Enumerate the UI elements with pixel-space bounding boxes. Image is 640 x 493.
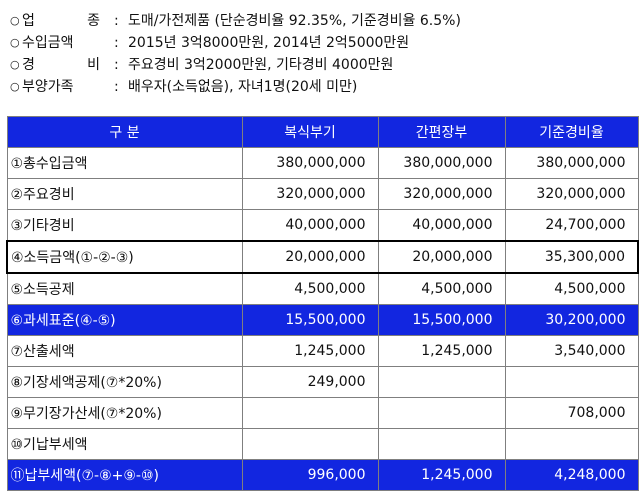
info-label: 업 종	[22, 13, 100, 29]
header-category: 구 분	[6, 116, 243, 148]
info-separator: :	[114, 13, 119, 29]
bullet-icon: ○	[10, 80, 20, 93]
row-label: ⑦산출세액	[6, 335, 243, 367]
row-label: ①총수입금액	[6, 147, 243, 179]
cell-double-entry: 20,000,000	[241, 240, 379, 274]
cell-standard-rate: 4,500,000	[504, 272, 639, 305]
cell-simple-book: 4,500,000	[377, 272, 506, 305]
cell-double-entry: 320,000,000	[241, 178, 379, 210]
cell-standard-rate	[504, 366, 639, 398]
table-row-tax-base: ⑥과세표준(④-⑤) 15,500,000 15,500,000 30,200,…	[6, 304, 639, 336]
bullet-icon: ○	[10, 14, 20, 27]
table-row: ⑨무기장가산세(⑦*20%) 708,000	[6, 397, 639, 429]
cell-simple-book: 380,000,000	[377, 147, 506, 179]
cell-double-entry	[241, 428, 379, 460]
cell-standard-rate	[504, 428, 639, 460]
row-label: ④소득금액(①-②-③)	[6, 240, 243, 274]
info-line-revenue: ○ 수입금액 : 2015년 3억8000만원, 2014년 2억5000만원	[10, 32, 630, 54]
cell-simple-book: 1,245,000	[377, 335, 506, 367]
table-row: ②주요경비 320,000,000 320,000,000 320,000,00…	[6, 178, 639, 210]
bullet-icon: ○	[10, 58, 20, 71]
row-label: ③기타경비	[6, 209, 243, 242]
cell-simple-book: 20,000,000	[377, 240, 506, 274]
cell-standard-rate: 380,000,000	[504, 147, 639, 179]
table-row: ⑦산출세액 1,245,000 1,245,000 3,540,000	[6, 335, 639, 367]
info-line-dependents: ○ 부양가족 : 배우자(소득없음), 자녀1명(20세 미만)	[10, 76, 630, 98]
table-header-row: 구 분 복식부기 간편장부 기준경비율	[6, 116, 639, 148]
table-row: ③기타경비 40,000,000 40,000,000 24,700,000	[6, 209, 639, 242]
table-row: ①총수입금액 380,000,000 380,000,000 380,000,0…	[6, 147, 639, 179]
info-value: 도매/가전제품 (단순경비율 92.35%, 기준경비율 6.5%)	[128, 13, 461, 29]
cell-standard-rate: 320,000,000	[504, 178, 639, 210]
info-separator: :	[114, 35, 119, 51]
cell-simple-book: 40,000,000	[377, 209, 506, 242]
row-label: ⑨무기장가산세(⑦*20%)	[6, 397, 243, 429]
cell-double-entry: 15,500,000	[241, 304, 379, 336]
info-value: 배우자(소득없음), 자녀1명(20세 미만)	[128, 79, 358, 95]
cell-simple-book	[377, 397, 506, 429]
row-label: ⑩기납부세액	[6, 428, 243, 460]
row-label: ⑤소득공제	[6, 272, 243, 305]
cell-double-entry: 40,000,000	[241, 209, 379, 242]
cell-simple-book: 320,000,000	[377, 178, 506, 210]
table-row: ⑩기납부세액	[6, 428, 639, 460]
header-standard-rate: 기준경비율	[504, 116, 639, 148]
info-separator: :	[114, 57, 119, 73]
info-label: 경 비	[22, 57, 100, 73]
row-label: ⑥과세표준(④-⑤)	[6, 304, 243, 336]
info-line-business-type: ○ 업 종 : 도매/가전제품 (단순경비율 92.35%, 기준경비율 6.5…	[10, 10, 630, 32]
info-value: 2015년 3억8000만원, 2014년 2억5000만원	[128, 35, 410, 51]
cell-standard-rate: 30,200,000	[504, 304, 639, 336]
cell-double-entry: 996,000	[241, 459, 379, 491]
row-label: ⑧기장세액공제(⑦*20%)	[6, 366, 243, 398]
cell-double-entry: 380,000,000	[241, 147, 379, 179]
cell-double-entry: 4,500,000	[241, 272, 379, 305]
cell-standard-rate: 3,540,000	[504, 335, 639, 367]
cell-standard-rate: 24,700,000	[504, 209, 639, 242]
row-label: ⑪납부세액(⑦-⑧+⑨-⑩)	[6, 459, 243, 491]
cell-double-entry: 1,245,000	[241, 335, 379, 367]
info-line-expenses: ○ 경 비 : 주요경비 3억2000만원, 기타경비 4000만원	[10, 54, 630, 76]
header-double-entry: 복식부기	[241, 116, 379, 148]
cell-simple-book	[377, 366, 506, 398]
table-row: ⑧기장세액공제(⑦*20%) 249,000	[6, 366, 639, 398]
cell-standard-rate: 708,000	[504, 397, 639, 429]
header-simple-book: 간편장부	[377, 116, 506, 148]
table-row-income-highlighted: ④소득금액(①-②-③) 20,000,000 20,000,000 35,30…	[6, 240, 639, 274]
tax-comparison-table: 구 분 복식부기 간편장부 기준경비율 ①총수입금액 380,000,000 3…	[6, 116, 639, 491]
bullet-icon: ○	[10, 36, 20, 49]
info-value: 주요경비 3억2000만원, 기타경비 4000만원	[128, 57, 394, 73]
cell-standard-rate: 35,300,000	[504, 240, 639, 274]
table-row: ⑤소득공제 4,500,000 4,500,000 4,500,000	[6, 272, 639, 305]
info-separator: :	[114, 79, 119, 95]
cell-simple-book	[377, 428, 506, 460]
info-label: 부양가족	[22, 79, 74, 95]
info-section: ○ 업 종 : 도매/가전제품 (단순경비율 92.35%, 기준경비율 6.5…	[10, 10, 630, 98]
cell-simple-book: 15,500,000	[377, 304, 506, 336]
table-row-tax-payable: ⑪납부세액(⑦-⑧+⑨-⑩) 996,000 1,245,000 4,248,0…	[6, 459, 639, 491]
info-label: 수입금액	[22, 35, 74, 51]
cell-double-entry	[241, 397, 379, 429]
row-label: ②주요경비	[6, 178, 243, 210]
cell-standard-rate: 4,248,000	[504, 459, 639, 491]
cell-double-entry: 249,000	[241, 366, 379, 398]
cell-simple-book: 1,245,000	[377, 459, 506, 491]
